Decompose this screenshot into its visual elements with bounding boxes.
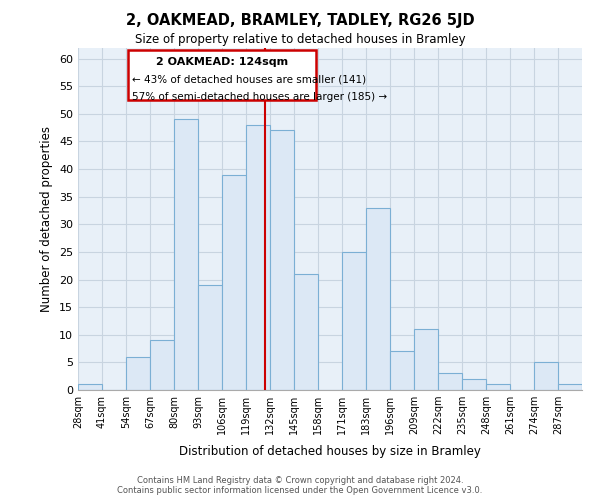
Bar — [414, 329, 438, 390]
Text: 57% of semi-detached houses are larger (185) →: 57% of semi-detached houses are larger (… — [131, 92, 386, 102]
Bar — [438, 374, 462, 390]
Bar — [534, 362, 558, 390]
Bar — [78, 384, 102, 390]
Bar — [198, 285, 222, 390]
Bar — [342, 252, 366, 390]
Text: Contains HM Land Registry data © Crown copyright and database right 2024.: Contains HM Land Registry data © Crown c… — [137, 476, 463, 485]
Text: 2, OAKMEAD, BRAMLEY, TADLEY, RG26 5JD: 2, OAKMEAD, BRAMLEY, TADLEY, RG26 5JD — [125, 12, 475, 28]
X-axis label: Distribution of detached houses by size in Bramley: Distribution of detached houses by size … — [179, 446, 481, 458]
Bar — [486, 384, 510, 390]
Bar — [390, 352, 414, 390]
Text: Contains public sector information licensed under the Open Government Licence v3: Contains public sector information licen… — [118, 486, 482, 495]
Bar — [126, 357, 150, 390]
Bar — [462, 379, 486, 390]
Bar — [270, 130, 294, 390]
Y-axis label: Number of detached properties: Number of detached properties — [40, 126, 53, 312]
Text: ← 43% of detached houses are smaller (141): ← 43% of detached houses are smaller (14… — [131, 74, 365, 85]
Bar — [222, 174, 246, 390]
Bar — [150, 340, 174, 390]
Bar — [294, 274, 318, 390]
Bar — [366, 208, 390, 390]
Bar — [558, 384, 582, 390]
Text: 2 OAKMEAD: 124sqm: 2 OAKMEAD: 124sqm — [156, 57, 288, 67]
FancyBboxPatch shape — [128, 50, 316, 100]
Text: Size of property relative to detached houses in Bramley: Size of property relative to detached ho… — [134, 32, 466, 46]
Bar — [174, 120, 198, 390]
Bar — [246, 125, 270, 390]
